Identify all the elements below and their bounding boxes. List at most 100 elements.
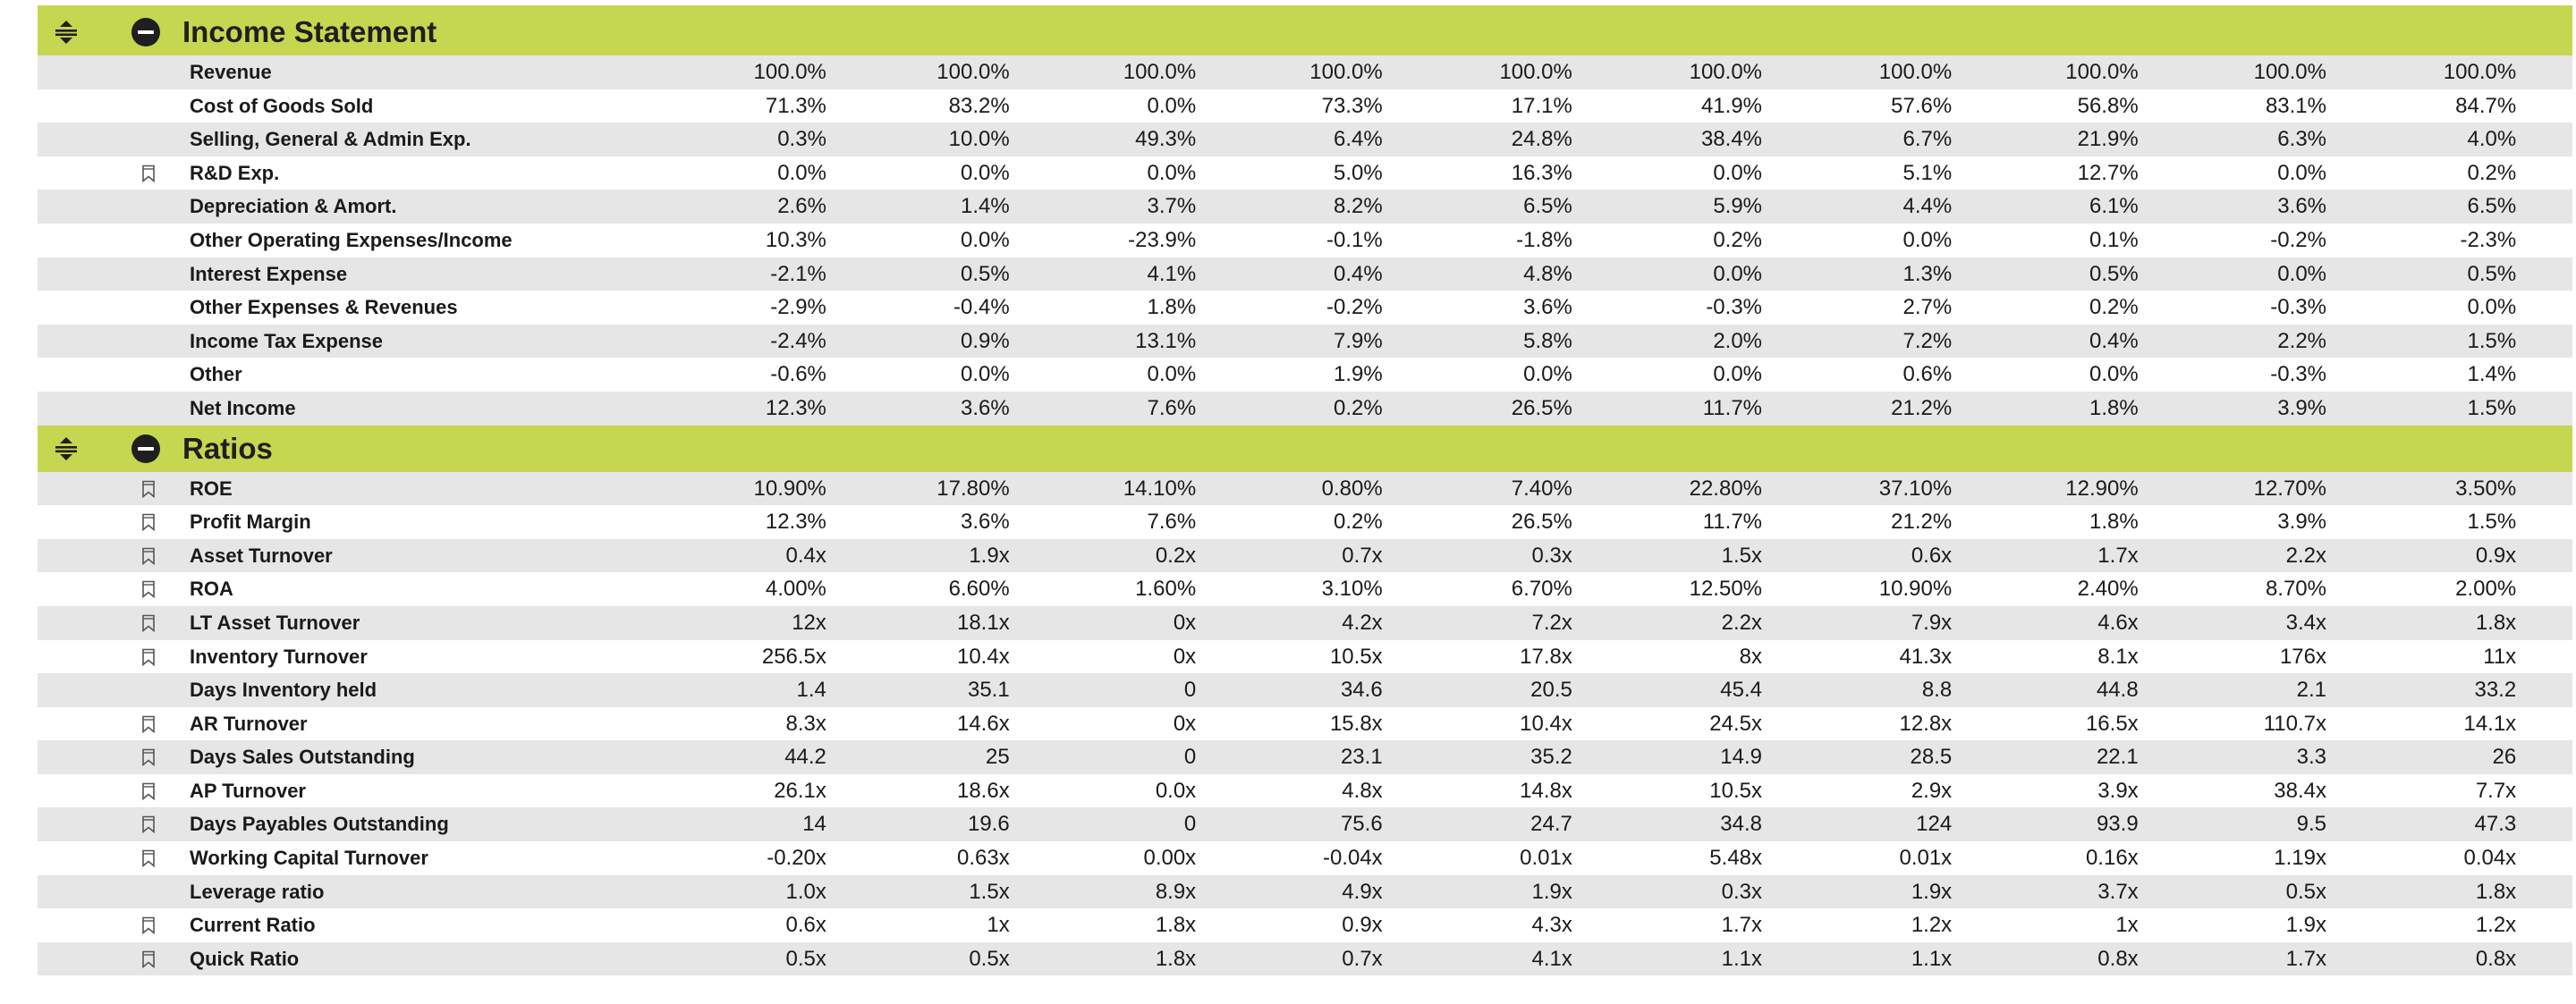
table-cell: 84.7% — [2455, 93, 2517, 118]
minus-circle-icon[interactable] — [131, 18, 160, 46]
table-cell: 1x — [2115, 913, 2139, 938]
table-cell: 0.4% — [1333, 261, 1383, 286]
table-cell: 0.5x — [2285, 879, 2326, 904]
table-cell: 0.2% — [1333, 395, 1383, 420]
table-cell: 6.5% — [1523, 194, 1572, 219]
table-cell: 73.3% — [1321, 93, 1383, 118]
bookmark-icon[interactable] — [141, 950, 156, 969]
bookmark-icon[interactable] — [141, 715, 156, 733]
table-cell: 1.5x — [969, 879, 1010, 904]
table-cell: -0.6% — [770, 362, 826, 387]
bookmark-icon[interactable] — [141, 748, 156, 767]
table-cell: 8.8 — [1921, 678, 1953, 703]
table-cell: 0 — [1183, 812, 1197, 837]
bookmark-icon[interactable] — [141, 480, 156, 498]
table-cell: -0.2% — [2270, 227, 2326, 252]
table-cell: 0.7x — [1342, 946, 1383, 971]
table-cell: 0x — [1173, 711, 1197, 736]
table-cell: 0.01x — [1520, 846, 1572, 871]
table-cell: 4.1% — [1147, 261, 1197, 286]
row-label: Net Income — [190, 396, 296, 419]
table-cell: 100.0% — [1878, 60, 1953, 84]
table-cell: 4.0% — [2467, 127, 2517, 152]
bookmark-icon[interactable] — [141, 648, 156, 666]
table-cell: 8.70% — [2265, 577, 2326, 602]
table-cell: 5.1% — [1902, 160, 1953, 185]
table-cell: -1.8% — [1516, 227, 1572, 252]
section-title: Income Statement — [182, 15, 437, 48]
table-row: Other Expenses & Revenues -2.9% -0.4% 1.8% -… — [38, 291, 2572, 325]
table-cell: 7.2x — [1531, 610, 1572, 635]
table-cell: 17.8x — [1520, 644, 1572, 669]
bookmark-icon[interactable] — [141, 547, 156, 565]
table-cell: 1.2x — [1911, 913, 1953, 938]
table-cell: 3.6% — [961, 395, 1010, 420]
table-cell: 0.5% — [2467, 261, 2517, 286]
bookmark-icon[interactable] — [141, 916, 156, 935]
table-cell: 21.9% — [2077, 127, 2139, 152]
bookmark-icon[interactable] — [141, 815, 156, 834]
table-row: ROA 4.00% 6.60% 1.60% 3.10% 6.70% 12.50% 10.90%… — [38, 572, 2572, 606]
bookmark-icon[interactable] — [141, 513, 156, 532]
table-cell: 10.5x — [1709, 778, 1763, 803]
row-label: Days Payables Outstanding — [190, 813, 449, 836]
table-cell: 24.8% — [1511, 127, 1572, 152]
table-cell: 11.7% — [1702, 395, 1763, 420]
table-row: Depreciation & Amort. 2.6% 1.4% 3.7% 8.2% 6.5… — [38, 190, 2572, 224]
table-cell: 0.7x — [1342, 543, 1383, 568]
table-cell: 0.9% — [961, 328, 1010, 353]
table-cell: 0.6x — [785, 913, 826, 938]
table-cell: -0.4% — [953, 295, 1010, 320]
table-cell: 1.0x — [785, 879, 826, 904]
table-cell: 7.6% — [1147, 510, 1197, 535]
bookmark-icon[interactable] — [141, 782, 156, 801]
row-label: LT Asset Turnover — [190, 611, 360, 634]
table-cell: 6.3% — [2277, 127, 2326, 152]
table-cell: 18.1x — [956, 610, 1010, 635]
bookmark-icon[interactable] — [141, 614, 156, 633]
bookmark-icon[interactable] — [141, 849, 156, 868]
table-cell: 100.0% — [2253, 60, 2326, 84]
table-cell: -0.20x — [767, 846, 826, 871]
table-cell: 1.1x — [1721, 946, 1763, 971]
table-cell: 21.2% — [1891, 510, 1953, 535]
table-cell: -0.3% — [1706, 295, 1763, 320]
table-cell: 26 — [2492, 745, 2517, 770]
expand-collapse-arrows-icon[interactable] — [52, 18, 80, 46]
table-cell: 83.1% — [2265, 93, 2326, 118]
table-cell: 0.0% — [961, 362, 1010, 387]
bookmark-icon[interactable] — [141, 165, 156, 182]
table-cell: -2.1% — [770, 261, 826, 286]
table-cell: 8.3x — [785, 711, 826, 736]
table-cell: 24.7 — [1530, 812, 1572, 837]
bookmark-icon[interactable] — [141, 580, 156, 599]
table-row: Income Tax Expense -2.4% 0.9% 13.1% 7.9% 5.8%… — [38, 324, 2572, 359]
table-cell: 14.8x — [1520, 778, 1572, 803]
table-cell: -2.4% — [770, 328, 826, 353]
table-cell: 0.0% — [2467, 295, 2517, 320]
table-cell: 1.9% — [1333, 362, 1383, 387]
table-cell: 12.90% — [2065, 476, 2139, 501]
table-cell: 0.4% — [2089, 328, 2139, 353]
table-cell: 0.4x — [785, 543, 826, 568]
table-cell: 37.10% — [1878, 476, 1953, 501]
table-cell: 5.48x — [1709, 846, 1763, 871]
table-cell: 7.7x — [2475, 778, 2517, 803]
table-cell: 7.9% — [1333, 328, 1383, 353]
table-cell: 0.16x — [2085, 846, 2139, 871]
table-cell: 44.2 — [784, 745, 826, 770]
table-cell: 0.1% — [2089, 227, 2139, 252]
row-label: Days Inventory held — [190, 679, 377, 702]
table-cell: 0.0% — [777, 160, 826, 185]
row-label: Inventory Turnover — [190, 645, 368, 668]
table-cell: 2.0% — [1713, 328, 1763, 353]
table-cell: 3.9% — [2277, 510, 2326, 535]
table-cell: 1.7x — [2285, 946, 2326, 971]
minus-circle-icon[interactable] — [131, 434, 160, 463]
table-cell: 6.5% — [2467, 194, 2517, 219]
table-cell: 9.5 — [2296, 812, 2326, 837]
table-cell: 100.0% — [1309, 60, 1383, 84]
table-cell: 5.9% — [1713, 194, 1763, 219]
table-cell: 49.3% — [1135, 127, 1197, 152]
expand-collapse-arrows-icon[interactable] — [52, 435, 80, 463]
